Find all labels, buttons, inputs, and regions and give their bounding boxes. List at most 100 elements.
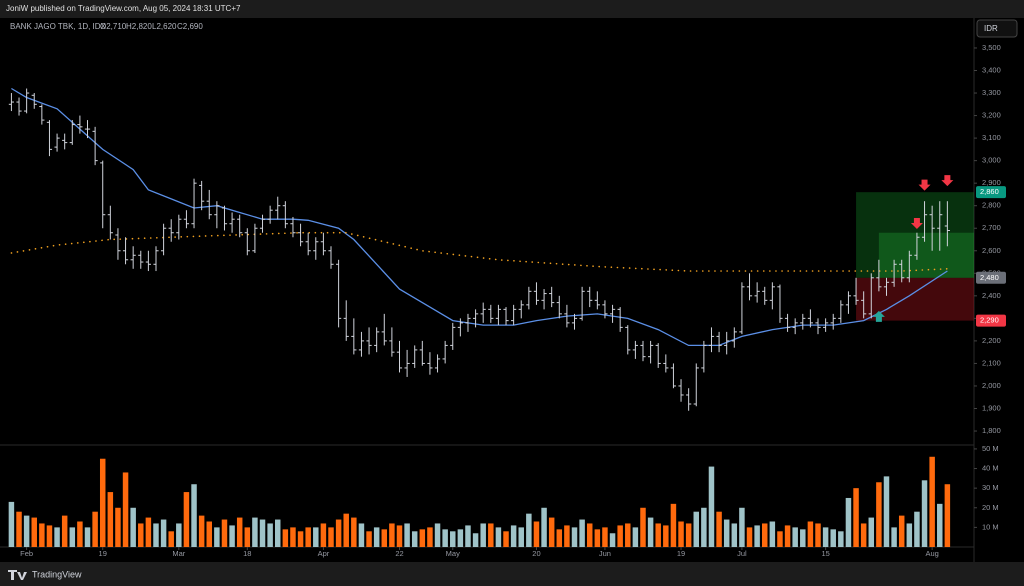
x-tick-label: Jul bbox=[737, 549, 747, 558]
arrow-down bbox=[941, 175, 954, 187]
volume-bar bbox=[244, 527, 251, 547]
volume-bar bbox=[138, 523, 144, 547]
volume-bar bbox=[670, 503, 677, 547]
volume-bar bbox=[640, 507, 646, 547]
volume-bar bbox=[427, 527, 433, 547]
volume-bar bbox=[259, 519, 266, 547]
x-tick-label: 15 bbox=[821, 549, 829, 558]
volume-bar bbox=[693, 511, 699, 547]
price-tag-label: 2,480 bbox=[980, 273, 999, 282]
volume-bar bbox=[54, 527, 60, 547]
volume-bar bbox=[883, 476, 890, 547]
ma-line bbox=[11, 87, 948, 347]
volume-bar bbox=[450, 531, 456, 547]
y-tick-label: 3,500 bbox=[982, 43, 1001, 52]
volume-bar bbox=[556, 529, 563, 547]
volume-bar bbox=[290, 527, 296, 547]
arrow-down bbox=[918, 179, 931, 191]
volume-bar bbox=[564, 525, 570, 547]
volume-bar bbox=[282, 529, 289, 547]
volume-bar bbox=[792, 527, 798, 547]
volume-bar bbox=[906, 523, 913, 547]
volume-bar bbox=[716, 511, 722, 547]
volume-bar bbox=[39, 523, 45, 547]
volume-bar bbox=[685, 523, 692, 547]
volume-bar bbox=[328, 527, 334, 547]
volume-bar bbox=[198, 515, 205, 547]
volume-bar bbox=[46, 525, 53, 547]
stop-zone bbox=[856, 277, 974, 321]
volume-bar bbox=[176, 523, 182, 547]
volume-bar bbox=[465, 525, 471, 547]
x-tick-label: Apr bbox=[318, 549, 330, 558]
volume-bar bbox=[807, 521, 814, 547]
volume-bar bbox=[381, 529, 388, 547]
volume-bar bbox=[8, 501, 15, 547]
volume-bar bbox=[609, 533, 616, 547]
brand-logo bbox=[8, 570, 27, 580]
volume-bar bbox=[533, 521, 540, 547]
volume-bar bbox=[495, 527, 502, 547]
y-tick-label: 2,400 bbox=[982, 291, 1001, 300]
volume-bar bbox=[335, 519, 342, 547]
chart-background bbox=[0, 18, 1024, 562]
volume-bar bbox=[632, 527, 639, 547]
x-tick-label: 22 bbox=[395, 549, 403, 558]
volume-bar bbox=[678, 521, 684, 547]
volume-bar bbox=[769, 521, 776, 547]
volume-bar bbox=[366, 531, 372, 547]
volume-bar bbox=[526, 513, 532, 547]
volume-bar bbox=[602, 527, 608, 547]
volume-bar bbox=[845, 497, 852, 547]
ma-dotted-line bbox=[10, 231, 949, 272]
volume-bar bbox=[876, 482, 882, 547]
volume-bar bbox=[762, 523, 768, 547]
volume-bar bbox=[297, 531, 304, 547]
volume-bar bbox=[411, 531, 418, 547]
price-tag-label: 2,860 bbox=[980, 187, 999, 196]
volume-bar bbox=[191, 484, 197, 547]
volume-bar bbox=[160, 519, 167, 547]
y-tick-label: 3,000 bbox=[982, 156, 1001, 165]
volume-bar bbox=[594, 529, 601, 547]
volume-bar bbox=[396, 525, 403, 547]
volume-bar bbox=[343, 513, 349, 547]
volume-bar bbox=[548, 517, 555, 547]
volume-bar bbox=[541, 507, 547, 547]
volume-bar bbox=[921, 480, 928, 547]
currency-box[interactable] bbox=[976, 19, 1018, 38]
volume-bar bbox=[891, 527, 897, 547]
volume-bar bbox=[701, 507, 707, 547]
volume-bar bbox=[830, 529, 836, 547]
volume-bar bbox=[419, 529, 426, 547]
volume-bar bbox=[351, 517, 357, 547]
volume-bar bbox=[115, 507, 121, 547]
volume-bar bbox=[784, 525, 791, 547]
volume-bar bbox=[16, 511, 22, 547]
volume-bar bbox=[510, 525, 517, 547]
x-tick-label: Jun bbox=[599, 549, 611, 558]
volume-bar bbox=[373, 527, 380, 547]
ohlc-open: O2,710 bbox=[100, 22, 127, 31]
volume-bar bbox=[442, 529, 448, 547]
price-tag bbox=[976, 271, 1006, 284]
volume-bar bbox=[267, 523, 273, 547]
volume-bar bbox=[739, 507, 745, 547]
volume-bar bbox=[145, 517, 152, 547]
y-tick-label: 2,100 bbox=[982, 358, 1001, 367]
volume-bar bbox=[84, 527, 91, 547]
volume-bar bbox=[275, 519, 281, 547]
volume-tick-label: 10 M bbox=[982, 522, 999, 531]
publisher: JoniW published on TradingView.com, Aug … bbox=[6, 4, 241, 13]
volume-bar bbox=[305, 527, 311, 547]
x-tick-label: Feb bbox=[20, 549, 33, 558]
volume-bar bbox=[914, 511, 920, 547]
volume-tick-label: 20 M bbox=[982, 503, 999, 512]
volume-bar bbox=[99, 458, 106, 547]
volume-bar bbox=[937, 503, 943, 547]
volume-bar bbox=[153, 523, 159, 547]
volume-bar bbox=[389, 523, 395, 547]
volume-bar bbox=[860, 523, 867, 547]
y-tick-label: 3,200 bbox=[982, 111, 1001, 120]
currency: IDR bbox=[984, 24, 998, 33]
